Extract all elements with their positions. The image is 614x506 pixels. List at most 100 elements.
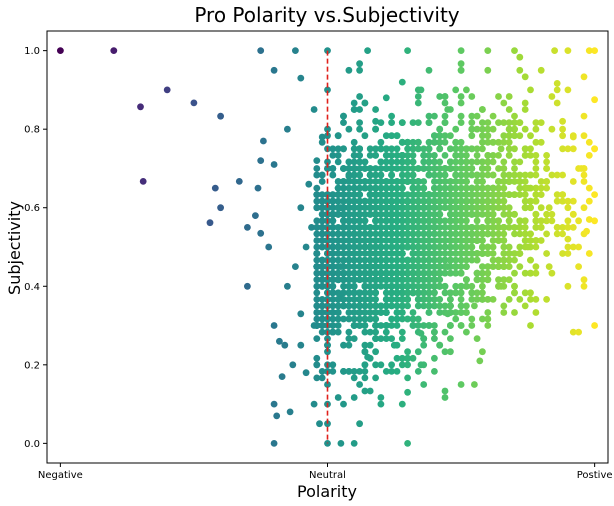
data-point [409, 276, 417, 284]
data-point [463, 276, 470, 284]
data-point [468, 158, 476, 166]
data-point [329, 296, 337, 303]
data-point [404, 224, 411, 231]
data-point [414, 243, 422, 251]
data-point [345, 335, 353, 342]
data-point [361, 210, 369, 218]
data-point [398, 152, 406, 159]
data-point [361, 315, 369, 323]
data-point [372, 197, 379, 205]
data-point [398, 263, 406, 270]
data-point [468, 256, 476, 264]
data-point [447, 158, 454, 166]
data-point [591, 322, 598, 329]
data-point [431, 256, 438, 264]
data-point [532, 210, 540, 218]
data-point [436, 263, 444, 270]
data-point [580, 282, 588, 290]
data-point [361, 197, 369, 205]
data-point [457, 99, 465, 107]
data-point [457, 60, 465, 68]
data-point [457, 184, 465, 192]
data-point [468, 93, 476, 100]
data-point [329, 171, 337, 179]
data-point [436, 145, 444, 153]
data-point [350, 315, 358, 323]
data-point [473, 335, 481, 342]
data-point [495, 217, 502, 225]
data-point [420, 197, 428, 205]
data-point [484, 322, 492, 329]
data-point [404, 374, 411, 382]
data-point [364, 47, 371, 54]
data-point [334, 197, 342, 205]
data-point [484, 276, 492, 284]
data-point [468, 289, 476, 297]
data-point [473, 191, 481, 199]
data-point [441, 93, 449, 100]
data-point [388, 158, 395, 166]
data-point [431, 158, 438, 166]
data-point [420, 322, 428, 329]
data-point [441, 289, 449, 297]
data-point [361, 256, 369, 264]
data-point [372, 348, 379, 356]
data-point [447, 269, 454, 277]
data-point [441, 178, 449, 185]
data-point [484, 230, 492, 238]
data-point [340, 302, 347, 310]
data-point [495, 276, 502, 284]
data-point [388, 171, 395, 179]
data-point [457, 250, 465, 257]
data-point [284, 282, 291, 290]
data-point [398, 400, 406, 408]
data-point [489, 296, 497, 303]
data-point [372, 237, 379, 244]
data-point [382, 204, 390, 212]
data-point [313, 354, 321, 362]
data-point [537, 119, 545, 126]
data-point [340, 400, 347, 408]
data-point [559, 230, 566, 238]
data-point [489, 191, 497, 199]
data-point [505, 276, 513, 284]
data-point [310, 322, 318, 329]
data-point [393, 184, 401, 192]
data-point [505, 217, 513, 225]
data-point [345, 328, 353, 336]
data-point [377, 237, 385, 244]
data-point [404, 171, 411, 179]
data-point [484, 184, 492, 192]
data-point [404, 361, 411, 369]
data-point [372, 276, 379, 284]
data-point [366, 197, 374, 205]
data-point [479, 145, 486, 153]
data-point [468, 282, 476, 290]
data-point [329, 250, 337, 257]
data-point [257, 229, 265, 237]
data-point [420, 289, 428, 297]
data-point [190, 99, 198, 107]
data-point [281, 341, 289, 349]
data-point [318, 237, 326, 244]
data-point [420, 158, 428, 166]
data-point [543, 210, 550, 218]
data-point [345, 204, 353, 212]
data-point [436, 309, 444, 316]
data-point [334, 158, 342, 166]
data-point [324, 47, 331, 54]
data-point [356, 322, 363, 329]
data-point [521, 178, 529, 185]
data-point [404, 315, 411, 323]
data-point [329, 263, 337, 270]
data-point [473, 224, 481, 231]
data-point [404, 440, 411, 447]
data-point [484, 309, 492, 316]
data-point [388, 152, 395, 159]
data-point [414, 138, 422, 146]
data-point [398, 361, 406, 369]
data-point [420, 230, 428, 238]
data-point [340, 256, 347, 264]
data-point [452, 184, 460, 192]
data-point [409, 145, 417, 153]
